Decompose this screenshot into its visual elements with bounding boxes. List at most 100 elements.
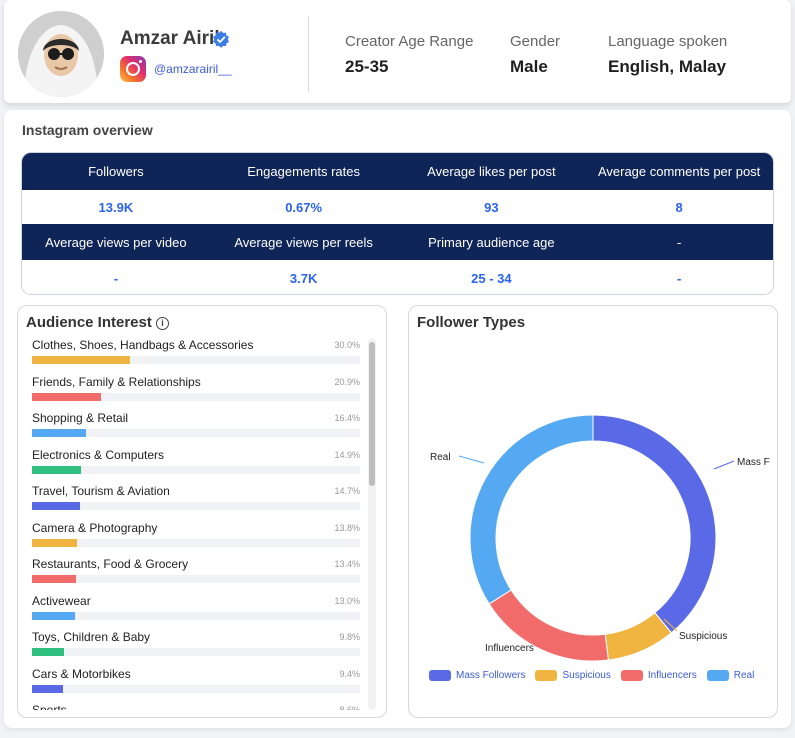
interest-percent: 9.4% <box>339 668 360 679</box>
interest-label: Restaurants, Food & Grocery <box>32 557 189 571</box>
interest-percent: 20.9% <box>334 376 360 387</box>
scrollbar-thumb[interactable] <box>369 342 375 486</box>
interest-bar-fill <box>32 356 131 364</box>
chart-legend: Mass Followers Suspicious Influencers Re… <box>429 670 754 681</box>
follower-types-donut-chart: Mass F Suspicious Influencers Real <box>430 414 770 661</box>
mass-followers-label: Mass F <box>737 457 770 468</box>
interest-label: Friends, Family & Relationships <box>32 374 201 389</box>
instagram-handle-link[interactable]: @amzarairil__ <box>154 62 232 76</box>
gender-label: Gender <box>510 33 561 50</box>
interest-bar-track <box>32 648 360 656</box>
stats-value-row-2: - 3.7K 25 - 34 - <box>22 260 773 294</box>
legend-influencers[interactable]: Influencers <box>620 670 697 681</box>
interest-item: Travel, Tourism & Aviation 14.7% <box>32 484 360 520</box>
interest-label: Cars & Motorbikes <box>32 666 131 681</box>
suspicious-leader-line <box>663 618 678 632</box>
avg-views-reels-header: Average views per reels <box>234 234 373 250</box>
engagement-value: 0.67% <box>285 199 323 215</box>
interest-bar-track <box>32 575 360 583</box>
interest-percent: 16.4% <box>334 413 360 423</box>
avatar[interactable] <box>18 11 104 97</box>
legend-real[interactable]: Real <box>706 670 755 681</box>
mass-leader-line <box>713 460 735 470</box>
legend-label: Suspicious <box>562 670 611 681</box>
interest-bar-fill <box>32 648 65 656</box>
follower-types-title: Follower Types <box>417 314 526 331</box>
real-leader-line <box>458 455 485 464</box>
header-divider <box>308 16 309 92</box>
stats-value-row-1: 13.9K 0.67% 93 8 <box>22 190 773 224</box>
real-label: Real <box>430 452 451 463</box>
legend-swatch <box>429 670 451 681</box>
age-range-value: 25-35 <box>345 57 389 76</box>
follower-types-panel: Follower Types Mass F Suspicious Influen… <box>408 305 778 718</box>
interest-list[interactable]: Clothes, Shoes, Handbags & Accessories 30… <box>18 338 368 710</box>
avatar-image <box>18 11 104 97</box>
creator-name: Amzar Airil <box>120 28 220 49</box>
legend-label: Influencers <box>647 670 697 681</box>
interest-percent: 9.8% <box>339 632 360 642</box>
gender-value: Male <box>510 57 548 76</box>
real-slice[interactable] <box>469 414 594 605</box>
age-range-label: Creator Age Range <box>345 33 474 50</box>
interest-percent: 13.8% <box>334 522 360 533</box>
interest-bar-track <box>32 465 360 474</box>
avg-comments-header: Average comments per post <box>597 164 761 179</box>
avg-views-video-value: - <box>113 270 119 286</box>
interest-item: Friends, Family & Relationships 20.9% <box>32 375 360 411</box>
interest-bar-track <box>32 356 360 364</box>
interest-percent: 30.0% <box>334 340 360 350</box>
interest-label: Electronics & Computers <box>32 447 165 462</box>
verified-badge-icon <box>213 30 229 48</box>
interest-bar-track <box>32 538 360 547</box>
legend-swatch <box>706 670 729 681</box>
instagram-icon[interactable] <box>120 56 146 82</box>
interest-bar-track <box>32 429 360 437</box>
interest-bar-fill <box>32 684 63 693</box>
overview-title: Instagram overview <box>22 122 153 138</box>
legend-swatch <box>620 670 643 681</box>
followers-value: 13.9K <box>98 199 134 215</box>
interest-item: Toys, Children & Baby 9.8% <box>32 630 360 666</box>
interest-label: Sports <box>32 703 67 710</box>
legend-mass-followers[interactable]: Mass Followers <box>429 670 525 681</box>
legend-swatch <box>535 670 558 681</box>
legend-label: Mass Followers <box>456 670 526 681</box>
interest-item: Clothes, Shoes, Handbags & Accessories 30… <box>32 338 360 374</box>
suspicious-label: Suspicious <box>679 631 727 642</box>
influencers-label: Influencers <box>485 643 534 654</box>
language-value: English, Malay <box>608 57 727 76</box>
stats-table: Followers Engagements rates Average like… <box>21 152 774 295</box>
info-icon[interactable]: i <box>156 317 169 330</box>
stats-header-row-2: Average views per video Average views pe… <box>22 224 773 260</box>
language-label: Language spoken <box>608 33 728 50</box>
profile-card: Amzar Airil @amzarairil__ Creator Age Ra… <box>4 0 791 103</box>
empty-value: - <box>676 270 682 286</box>
mass-followers-slice[interactable] <box>592 414 717 634</box>
interest-label: Camera & Photography <box>32 520 158 535</box>
avg-comments-value: 8 <box>675 199 683 215</box>
interest-bar-track <box>32 392 360 401</box>
avg-likes-value: 93 <box>484 199 499 215</box>
interest-percent: 14.9% <box>334 449 360 460</box>
interest-percent: 14.7% <box>334 486 360 496</box>
interest-item: Activewear 13.0% <box>32 594 360 630</box>
interest-item: Electronics & Computers 14.9% <box>32 448 360 484</box>
legend-suspicious[interactable]: Suspicious <box>535 670 611 681</box>
interest-item: Shopping & Retail 16.4% <box>32 411 360 447</box>
audience-interest-title: Audience Interest <box>26 314 152 331</box>
interest-bar-fill <box>32 611 75 620</box>
avg-views-video-header: Average views per video <box>45 234 187 250</box>
interest-bar-track <box>32 502 360 510</box>
interest-item: Sports 8.6% <box>32 703 360 710</box>
interest-bar-track <box>32 684 360 693</box>
interest-bar-fill <box>32 538 78 547</box>
interest-percent: 13.0% <box>334 595 360 606</box>
legend-label: Real <box>733 670 755 681</box>
interest-percent: 8.6% <box>339 705 360 710</box>
interest-label: Travel, Tourism & Aviation <box>32 484 170 498</box>
interest-item: Camera & Photography 13.8% <box>32 521 360 557</box>
interest-label: Activewear <box>32 593 91 608</box>
interest-scrollbar[interactable] <box>368 338 376 710</box>
audience-age-value: 25 - 34 <box>471 270 512 286</box>
